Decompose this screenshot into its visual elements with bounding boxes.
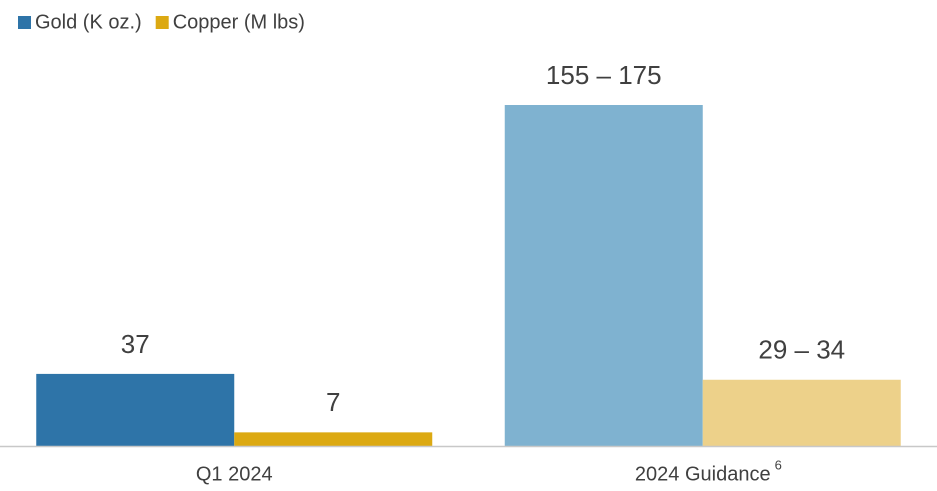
x-tick-label: 2024 Guidance bbox=[635, 463, 771, 485]
value-label: 37 bbox=[121, 329, 150, 359]
value-label: 155 – 175 bbox=[546, 60, 662, 90]
bar bbox=[702, 379, 901, 446]
bar bbox=[36, 373, 235, 446]
legend-swatch bbox=[18, 16, 31, 29]
legend-label: Copper (M lbs) bbox=[173, 11, 305, 33]
footnote-mark: 6 bbox=[775, 457, 782, 472]
x-tick-label: Q1 2024 bbox=[196, 463, 273, 485]
bar bbox=[234, 432, 433, 446]
value-label: 29 – 34 bbox=[758, 335, 845, 365]
bar bbox=[504, 105, 703, 446]
legend-label: Gold (K oz.) bbox=[35, 11, 142, 33]
value-label: 7 bbox=[326, 387, 340, 417]
legend-swatch bbox=[155, 16, 169, 29]
